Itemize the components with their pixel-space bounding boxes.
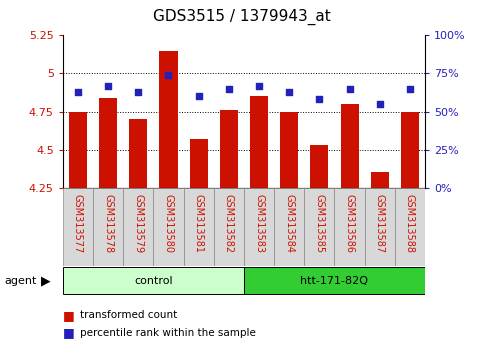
Bar (63, 188, 93, 266)
Text: transformed count: transformed count (80, 310, 177, 320)
Bar (280, 112, 298, 188)
Bar (69, 112, 87, 188)
Bar (304, 188, 334, 266)
Text: GSM313584: GSM313584 (284, 194, 294, 253)
Point (285, 89, 293, 95)
Text: htt-171-82Q: htt-171-82Q (300, 275, 369, 286)
Bar (63, 267, 244, 294)
Bar (334, 188, 365, 266)
Bar (244, 267, 425, 294)
Bar (184, 188, 213, 266)
Bar (213, 188, 244, 266)
Bar (250, 96, 268, 188)
Text: GSM313581: GSM313581 (194, 194, 204, 253)
Bar (274, 188, 304, 266)
Text: GSM313578: GSM313578 (103, 194, 113, 253)
Point (134, 89, 142, 95)
Text: control: control (134, 275, 172, 286)
Text: GSM313587: GSM313587 (375, 194, 385, 253)
Text: GDS3515 / 1379943_at: GDS3515 / 1379943_at (153, 9, 330, 25)
Text: GSM313579: GSM313579 (133, 194, 143, 253)
Text: GSM313577: GSM313577 (73, 194, 83, 253)
Point (225, 86, 233, 91)
Text: agent: agent (5, 275, 37, 286)
Bar (93, 188, 123, 266)
Bar (99, 98, 117, 188)
Point (255, 83, 263, 88)
Bar (220, 110, 238, 188)
Text: GSM313583: GSM313583 (254, 194, 264, 253)
Bar (159, 51, 178, 188)
Bar (123, 188, 154, 266)
Point (406, 86, 414, 91)
Bar (341, 104, 358, 188)
Text: percentile rank within the sample: percentile rank within the sample (80, 328, 256, 338)
Point (74, 89, 82, 95)
Bar (365, 188, 395, 266)
Text: GSM313588: GSM313588 (405, 194, 415, 253)
Text: GSM313586: GSM313586 (344, 194, 355, 253)
Text: ■: ■ (63, 309, 74, 321)
Point (315, 97, 323, 102)
Bar (189, 139, 208, 188)
Text: ▶: ▶ (41, 274, 51, 287)
Bar (371, 172, 389, 188)
Point (104, 83, 112, 88)
Text: GSM313585: GSM313585 (314, 194, 325, 253)
Text: GSM313580: GSM313580 (163, 194, 173, 253)
Point (195, 93, 202, 99)
Bar (395, 188, 425, 266)
Point (346, 86, 354, 91)
Bar (154, 188, 184, 266)
Bar (129, 119, 147, 188)
Bar (401, 112, 419, 188)
Text: ■: ■ (63, 326, 74, 339)
Point (376, 101, 384, 107)
Point (165, 72, 172, 78)
Bar (311, 145, 328, 188)
Text: GSM313582: GSM313582 (224, 194, 234, 253)
Bar (244, 188, 274, 266)
